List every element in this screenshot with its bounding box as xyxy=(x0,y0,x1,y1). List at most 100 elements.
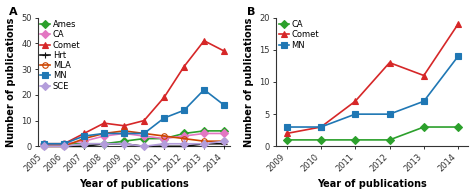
Ames xyxy=(81,143,87,145)
MLA xyxy=(221,140,227,142)
Line: MLA: MLA xyxy=(41,128,227,149)
SCE xyxy=(221,140,227,142)
CA xyxy=(81,140,87,142)
MN xyxy=(101,132,107,135)
MLA xyxy=(121,130,127,132)
Line: Comet: Comet xyxy=(284,21,461,136)
MLA xyxy=(81,137,87,140)
Ames xyxy=(101,143,107,145)
Y-axis label: Number of publications: Number of publications xyxy=(244,17,254,147)
Text: A: A xyxy=(9,7,18,17)
Comet xyxy=(81,132,87,135)
CA xyxy=(318,139,324,141)
MN xyxy=(41,143,47,145)
CA xyxy=(101,135,107,137)
Ames xyxy=(121,140,127,142)
MLA xyxy=(41,145,47,147)
Comet xyxy=(181,65,187,68)
CA xyxy=(387,139,392,141)
Text: B: B xyxy=(247,7,256,17)
MN xyxy=(181,109,187,112)
MN xyxy=(141,132,147,135)
MN xyxy=(221,104,227,106)
Ames xyxy=(41,143,47,145)
CA xyxy=(201,132,207,135)
Line: Comet: Comet xyxy=(41,38,227,146)
SCE xyxy=(61,145,67,147)
Comet xyxy=(456,23,461,25)
Ames xyxy=(141,137,147,140)
Line: CA: CA xyxy=(41,131,227,146)
Line: Ames: Ames xyxy=(41,128,227,146)
MN xyxy=(201,89,207,91)
MN xyxy=(121,132,127,135)
CA xyxy=(284,139,290,141)
Ames xyxy=(181,132,187,135)
CA xyxy=(421,126,427,128)
SCE xyxy=(121,143,127,145)
SCE xyxy=(141,145,147,147)
MN xyxy=(61,143,67,145)
CA xyxy=(41,143,47,145)
Hrt xyxy=(121,143,127,145)
Comet xyxy=(161,96,167,99)
Comet xyxy=(201,40,207,42)
Hrt xyxy=(101,143,107,145)
Hrt xyxy=(221,143,227,145)
Comet xyxy=(387,61,392,64)
Ames xyxy=(221,130,227,132)
Line: SCE: SCE xyxy=(41,138,227,149)
MLA xyxy=(201,140,207,142)
Comet xyxy=(141,119,147,122)
MN xyxy=(318,126,324,128)
MLA xyxy=(141,132,147,135)
Comet xyxy=(61,143,67,145)
Ames xyxy=(201,130,207,132)
Comet xyxy=(421,74,427,77)
CA xyxy=(161,137,167,140)
SCE xyxy=(201,143,207,145)
SCE xyxy=(101,143,107,145)
Hrt xyxy=(61,145,67,147)
Line: MN: MN xyxy=(284,53,461,130)
Hrt xyxy=(41,145,47,147)
Hrt xyxy=(201,143,207,145)
MN xyxy=(387,113,392,115)
CA xyxy=(352,139,358,141)
MN xyxy=(161,117,167,119)
Line: Hrt: Hrt xyxy=(41,141,227,149)
Comet xyxy=(41,143,47,145)
Hrt xyxy=(81,145,87,147)
Y-axis label: Number of publications: Number of publications xyxy=(6,17,16,147)
CA xyxy=(456,126,461,128)
MN xyxy=(284,126,290,128)
Legend: CA, Comet, MN: CA, Comet, MN xyxy=(278,19,320,50)
Comet xyxy=(352,100,358,102)
Hrt xyxy=(141,145,147,147)
MN xyxy=(352,113,358,115)
Comet xyxy=(121,125,127,127)
Ames xyxy=(161,137,167,140)
MLA xyxy=(61,145,67,147)
MLA xyxy=(101,132,107,135)
Hrt xyxy=(181,145,187,147)
Comet xyxy=(101,122,107,124)
CA xyxy=(181,135,187,137)
MLA xyxy=(181,137,187,140)
Legend: Ames, CA, Comet, Hrt, MLA, MN, SCE: Ames, CA, Comet, Hrt, MLA, MN, SCE xyxy=(40,19,82,91)
CA xyxy=(61,143,67,145)
SCE xyxy=(81,143,87,145)
CA xyxy=(121,132,127,135)
Hrt xyxy=(161,145,167,147)
MN xyxy=(456,55,461,57)
Comet xyxy=(318,126,324,128)
MLA xyxy=(161,135,167,137)
CA xyxy=(141,135,147,137)
Comet xyxy=(284,132,290,135)
SCE xyxy=(41,145,47,147)
CA xyxy=(221,132,227,135)
SCE xyxy=(161,143,167,145)
SCE xyxy=(181,143,187,145)
Comet xyxy=(221,50,227,52)
Ames xyxy=(61,143,67,145)
